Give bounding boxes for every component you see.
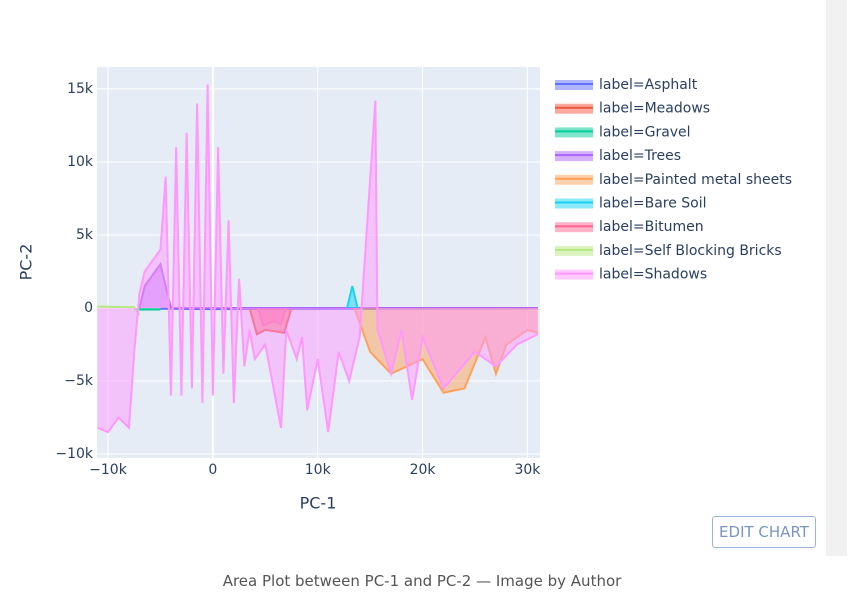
edit-chart-button[interactable]: EDIT CHART xyxy=(712,516,816,548)
legend-label: label=Bare Soil xyxy=(599,196,707,212)
chart: PC-1 PC-2 −10k 0 10k 20k 30k −10k −5k 0 5k 10k 15k… xyxy=(17,67,792,513)
legend-label: label=Self Blocking Bricks xyxy=(599,243,782,259)
legend-label: label=Meadows xyxy=(599,101,710,117)
legend-label: label=Bitumen xyxy=(599,219,704,235)
area xyxy=(97,84,538,433)
area-line xyxy=(346,285,359,309)
x-tick-label: 20k xyxy=(410,462,437,478)
y-tick-label: −10k xyxy=(55,446,94,462)
caption: Area Plot between PC-1 and PC-2 — Image … xyxy=(222,572,622,590)
legend-label: label=Painted metal sheets xyxy=(599,172,792,188)
x-tick-label: 0 xyxy=(208,462,217,478)
area xyxy=(347,286,358,308)
y-axis-title: PC-2 xyxy=(17,244,36,281)
scrollbar xyxy=(826,0,847,556)
legend-label: label=Asphalt xyxy=(599,77,698,93)
y-tick-label: 10k xyxy=(67,154,94,170)
x-tick-label: −10k xyxy=(89,462,128,478)
area-line xyxy=(97,84,539,434)
legend-label: label=Trees xyxy=(599,148,681,164)
x-axis-title: PC-1 xyxy=(300,494,337,513)
y-tick-label: 15k xyxy=(67,81,94,97)
legend-label: label=Shadows xyxy=(599,267,707,283)
x-tick-label: 10k xyxy=(305,462,332,478)
y-tick-label: −5k xyxy=(64,373,94,389)
x-tick-label: 30k xyxy=(514,462,541,478)
legend-label: label=Gravel xyxy=(599,124,691,140)
y-tick-label: 5k xyxy=(76,227,94,243)
y-tick-label: 0 xyxy=(84,300,93,316)
